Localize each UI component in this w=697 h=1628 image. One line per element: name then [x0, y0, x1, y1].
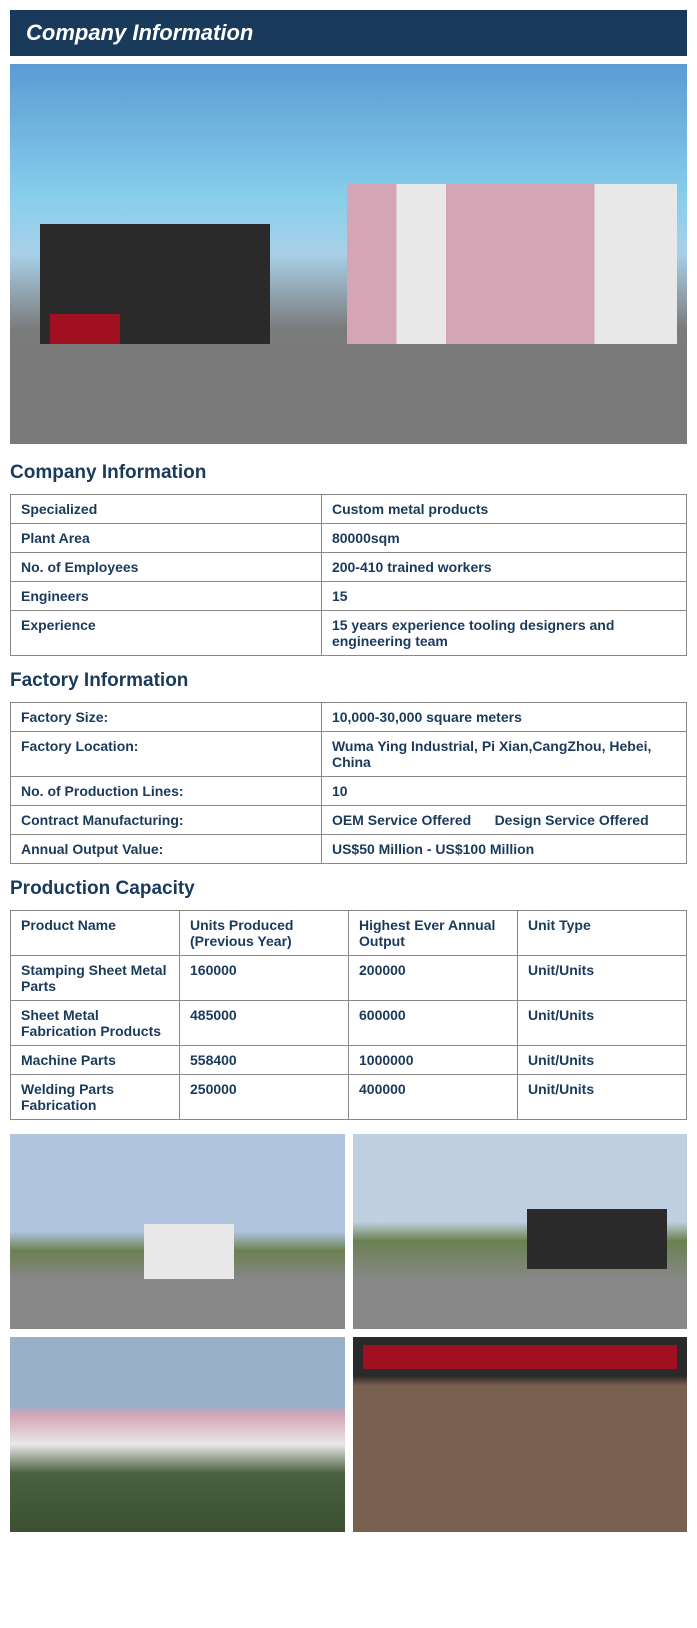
- table-row: Contract Manufacturing:OEM Service Offer…: [11, 806, 687, 835]
- table-cell-label: Engineers: [11, 582, 322, 611]
- table-cell-label: No. of Employees: [11, 553, 322, 582]
- table-cell: Unit/Units: [518, 1046, 687, 1075]
- table-cell-label: Experience: [11, 611, 322, 656]
- table-row: Factory Size:10,000-30,000 square meters: [11, 703, 687, 732]
- table-cell-value: Wuma Ying Industrial, Pi Xian,CangZhou, …: [321, 732, 686, 777]
- page-header: Company Information: [10, 10, 687, 56]
- table-row: No. of Production Lines:10: [11, 777, 687, 806]
- table-cell-label: Specialized: [11, 495, 322, 524]
- table-cell-value: 200-410 trained workers: [321, 553, 686, 582]
- table-cell-value: OEM Service Offered Design Service Offer…: [321, 806, 686, 835]
- table-cell: 160000: [180, 956, 349, 1001]
- capacity-title: Production Capacity: [10, 878, 687, 900]
- table-cell: 400000: [349, 1075, 518, 1120]
- table-cell: 200000: [349, 956, 518, 1001]
- table-row: Plant Area80000sqm: [11, 524, 687, 553]
- table-cell: Unit/Units: [518, 956, 687, 1001]
- table-cell: Welding Parts Fabrication: [11, 1075, 180, 1120]
- table-cell: 558400: [180, 1046, 349, 1075]
- table-row: SpecializedCustom metal products: [11, 495, 687, 524]
- table-header-cell: Product Name: [11, 911, 180, 956]
- table-row: Factory Location:Wuma Ying Industrial, P…: [11, 732, 687, 777]
- table-row: Experience15 years experience tooling de…: [11, 611, 687, 656]
- table-cell: 250000: [180, 1075, 349, 1120]
- table-cell: Unit/Units: [518, 1001, 687, 1046]
- table-cell: Unit/Units: [518, 1075, 687, 1120]
- table-header-cell: Units Produced (Previous Year): [180, 911, 349, 956]
- table-cell: Sheet Metal Fabrication Products: [11, 1001, 180, 1046]
- factory-info-table: Factory Size:10,000-30,000 square meters…: [10, 702, 687, 864]
- table-cell-label: Factory Size:: [11, 703, 322, 732]
- table-cell-value: US$50 Million - US$100 Million: [321, 835, 686, 864]
- table-cell: Stamping Sheet Metal Parts: [11, 956, 180, 1001]
- table-row: Machine Parts5584001000000Unit/Units: [11, 1046, 687, 1075]
- factory-info-title: Factory Information: [10, 670, 687, 692]
- table-header-cell: Highest Ever Annual Output: [349, 911, 518, 956]
- table-cell-label: Plant Area: [11, 524, 322, 553]
- table-cell-value: 15 years experience tooling designers an…: [321, 611, 686, 656]
- factory-photo-grid: [10, 1134, 687, 1532]
- table-cell: 1000000: [349, 1046, 518, 1075]
- table-row: Sheet Metal Fabrication Products48500060…: [11, 1001, 687, 1046]
- table-row: Welding Parts Fabrication250000400000Uni…: [11, 1075, 687, 1120]
- table-cell: 485000: [180, 1001, 349, 1046]
- table-row: Engineers15: [11, 582, 687, 611]
- table-cell-label: Contract Manufacturing:: [11, 806, 322, 835]
- company-info-title: Company Information: [10, 462, 687, 484]
- factory-photo-3: [10, 1337, 345, 1532]
- table-cell-label: No. of Production Lines:: [11, 777, 322, 806]
- table-cell-value: 10: [321, 777, 686, 806]
- table-cell: 600000: [349, 1001, 518, 1046]
- table-cell-value: 10,000-30,000 square meters: [321, 703, 686, 732]
- table-row: No. of Employees200-410 trained workers: [11, 553, 687, 582]
- table-cell-value: 15: [321, 582, 686, 611]
- company-info-table: SpecializedCustom metal productsPlant Ar…: [10, 494, 687, 656]
- table-cell-value: 80000sqm: [321, 524, 686, 553]
- table-row: Annual Output Value:US$50 Million - US$1…: [11, 835, 687, 864]
- hero-factory-photo: [10, 64, 687, 444]
- table-cell-label: Annual Output Value:: [11, 835, 322, 864]
- factory-photo-2: [353, 1134, 688, 1329]
- capacity-table: Product NameUnits Produced (Previous Yea…: [10, 910, 687, 1120]
- table-cell: Machine Parts: [11, 1046, 180, 1075]
- table-cell-value: Custom metal products: [321, 495, 686, 524]
- factory-photo-4: [353, 1337, 688, 1532]
- table-cell-label: Factory Location:: [11, 732, 322, 777]
- factory-photo-1: [10, 1134, 345, 1329]
- table-header-cell: Unit Type: [518, 911, 687, 956]
- table-row: Stamping Sheet Metal Parts160000200000Un…: [11, 956, 687, 1001]
